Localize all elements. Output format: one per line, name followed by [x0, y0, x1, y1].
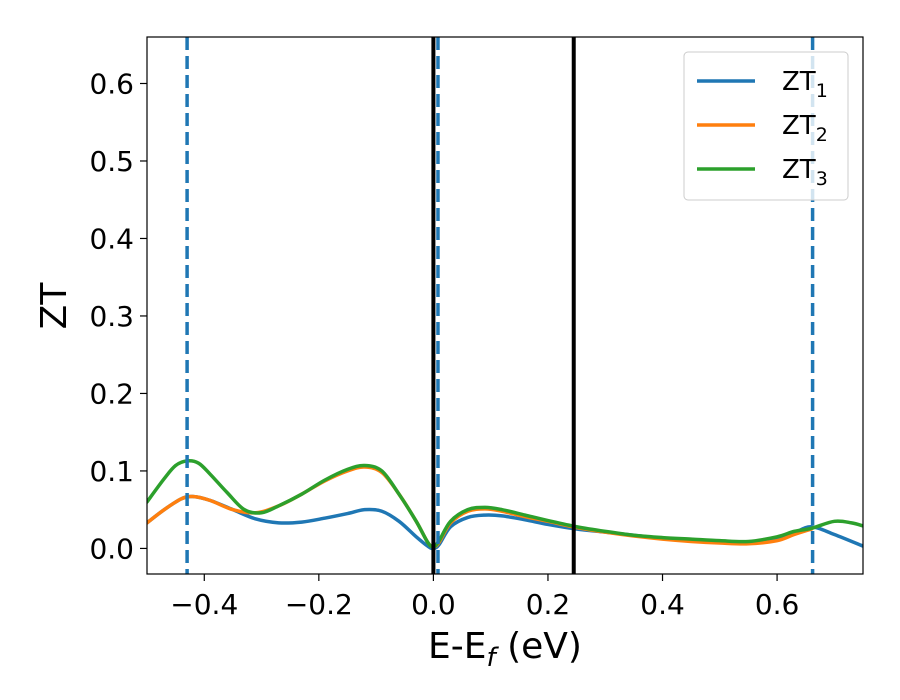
y-axis: 0.0 0.1 0.2 0.3 0.4 0.5 0.6: [89, 67, 147, 565]
x-axis-title-main: E-E: [428, 626, 486, 667]
y-tick-label: 0.5: [89, 145, 134, 178]
legend-frame: [683, 51, 849, 201]
x-tick-label: 0.0: [411, 588, 456, 621]
plot-frame: [146, 36, 864, 575]
x-tick-label: 0.2: [526, 588, 571, 621]
y-tick-label: 0.4: [89, 222, 134, 255]
legend-label-zt2: ZT2: [782, 111, 828, 146]
x-tick-label: 0.4: [640, 588, 685, 621]
y-tick-label: 0.2: [89, 377, 134, 410]
y-tick-label: 0.6: [89, 67, 134, 100]
y-tick-label: 0.1: [89, 455, 134, 488]
legend-label-zt3: ZT3: [782, 155, 828, 190]
y-tick-label: 0.0: [89, 532, 134, 565]
x-tick-label: 0.6: [755, 588, 800, 621]
y-axis-title: ZT: [34, 282, 75, 330]
legend: ZT1 ZT2 ZT3: [683, 51, 849, 201]
x-axis-title: E-Ef (eV): [428, 626, 582, 673]
x-tick-label: −0.4: [170, 588, 238, 621]
x-tick-label: −0.2: [285, 588, 353, 621]
y-tick-label: 0.3: [89, 300, 134, 333]
reference-lines: [185, 37, 815, 574]
x-axis-title-unit: (eV): [496, 626, 582, 667]
legend-label-zt1: ZT1: [782, 67, 828, 102]
x-axis: −0.4 −0.2 0.0 0.2 0.4 0.6: [170, 574, 799, 621]
